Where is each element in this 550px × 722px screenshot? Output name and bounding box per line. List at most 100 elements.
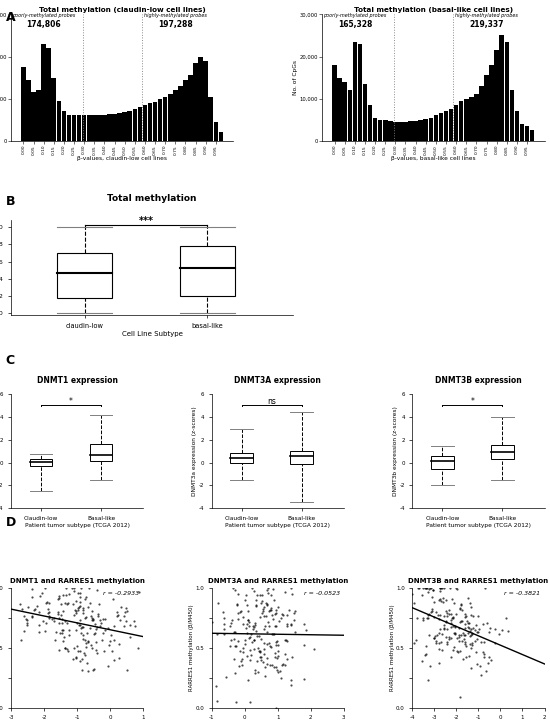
Point <box>422 640 431 652</box>
Point <box>76 591 85 603</box>
Point <box>219 612 228 624</box>
Bar <box>213 122 218 141</box>
Point <box>435 623 444 635</box>
Point <box>44 598 53 609</box>
Point <box>481 582 490 593</box>
Point <box>419 613 427 625</box>
Point <box>229 653 238 665</box>
Point <box>54 591 63 602</box>
Point <box>123 606 132 617</box>
Point <box>95 599 104 610</box>
Point <box>233 635 242 647</box>
Point <box>16 598 25 609</box>
Point <box>131 621 140 632</box>
Point <box>109 634 118 645</box>
Point <box>252 600 261 612</box>
Point <box>420 582 429 593</box>
Point <box>52 626 61 638</box>
Point <box>264 587 273 599</box>
Point <box>81 637 90 648</box>
Point <box>422 582 431 593</box>
Point <box>56 627 64 639</box>
Point <box>264 616 273 627</box>
Text: A: A <box>6 11 15 24</box>
Bar <box>444 111 448 141</box>
Point <box>125 619 134 631</box>
Point <box>63 617 72 628</box>
Point <box>60 597 69 609</box>
Point <box>465 622 474 634</box>
Point <box>64 629 73 640</box>
Point <box>241 634 250 645</box>
Point <box>283 609 292 621</box>
Point <box>461 651 470 663</box>
Text: highly-methylated probes: highly-methylated probes <box>455 12 518 17</box>
Point <box>44 604 53 615</box>
Point <box>262 598 271 609</box>
Point <box>429 632 438 644</box>
Point <box>262 599 271 611</box>
Point <box>73 604 82 616</box>
Text: C: C <box>6 354 15 367</box>
Point <box>58 613 67 625</box>
Point <box>497 624 506 635</box>
Point <box>440 619 449 630</box>
Point <box>79 647 88 658</box>
Point <box>106 635 114 646</box>
Point <box>74 587 82 599</box>
Bar <box>368 105 372 141</box>
Point <box>437 582 446 593</box>
Point <box>460 612 469 623</box>
Point <box>494 628 503 640</box>
Point <box>455 603 464 614</box>
Point <box>68 582 77 593</box>
Point <box>33 600 42 612</box>
Point <box>256 646 265 658</box>
Point <box>269 613 278 625</box>
Point <box>456 599 465 611</box>
Point <box>260 637 268 648</box>
Point <box>434 627 443 639</box>
Point <box>263 658 272 669</box>
Text: poorly-methylated probes: poorly-methylated probes <box>323 12 387 17</box>
Point <box>256 597 265 609</box>
Point <box>424 609 433 621</box>
Point <box>474 610 483 622</box>
Point <box>440 582 449 593</box>
Point <box>78 608 87 619</box>
Point <box>78 633 87 645</box>
Point <box>6 583 15 594</box>
Point <box>272 652 281 664</box>
Point <box>242 622 251 634</box>
Point <box>291 627 300 638</box>
Point <box>272 607 280 619</box>
Point <box>141 612 150 624</box>
Bar <box>525 126 529 141</box>
Point <box>443 610 452 622</box>
Point <box>64 625 73 636</box>
Point <box>270 593 279 605</box>
Bar <box>62 111 66 141</box>
Point <box>70 604 79 616</box>
Point <box>239 619 248 630</box>
Point <box>468 627 477 639</box>
Point <box>55 618 64 630</box>
Point <box>440 611 449 622</box>
Point <box>466 639 475 651</box>
Point <box>422 582 431 593</box>
Bar <box>474 95 478 141</box>
Point <box>250 643 258 654</box>
Point <box>72 624 81 635</box>
Point <box>58 627 67 638</box>
Title: Total methylation (claudin-low cell lines): Total methylation (claudin-low cell line… <box>39 6 206 13</box>
Point <box>256 651 265 663</box>
Point <box>45 610 54 622</box>
Point <box>251 617 260 629</box>
Bar <box>469 97 474 141</box>
Point <box>442 593 451 605</box>
Point <box>90 619 99 630</box>
Point <box>88 642 97 653</box>
Point <box>234 608 243 619</box>
Point <box>273 666 282 678</box>
Point <box>491 638 499 649</box>
